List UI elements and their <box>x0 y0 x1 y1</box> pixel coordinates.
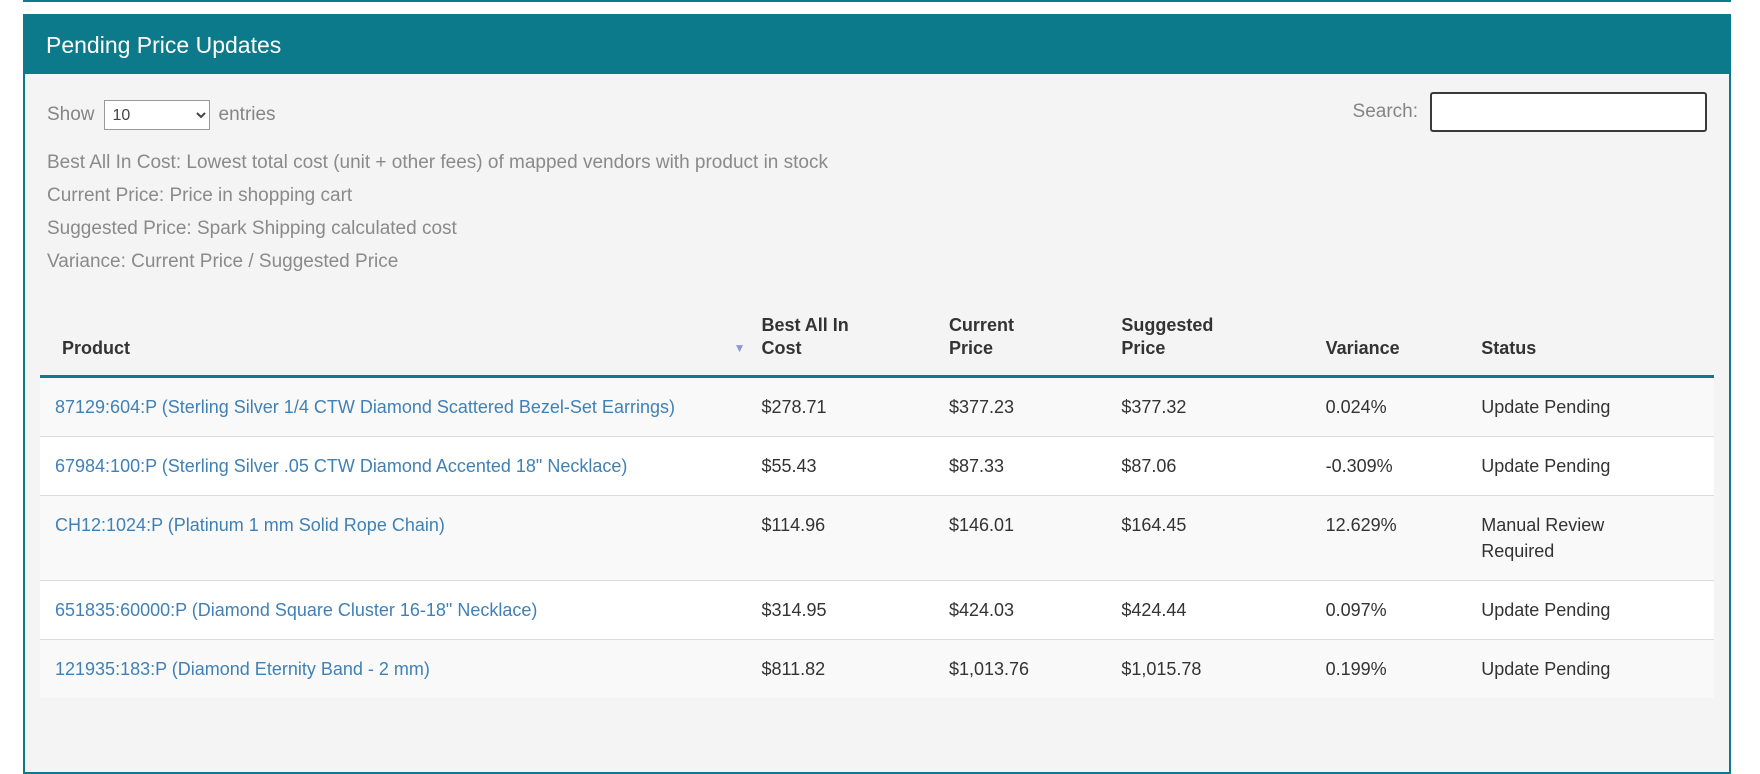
best-all-in-cost-cell: $55.43 <box>761 455 817 476</box>
pending-price-updates-panel: Pending Price Updates Show 10 entries Se… <box>23 14 1731 774</box>
description-current-price: Current Price: Price in shopping cart <box>47 185 353 206</box>
variance-cell: -0.309% <box>1325 455 1393 476</box>
current-price-cell: $377.23 <box>948 396 1015 417</box>
column-header-suggested-price[interactable]: Suggested Price <box>1111 302 1316 378</box>
suggested-price-cell: $87.06 <box>1121 455 1177 476</box>
table-header-row: Product ▼ Best All In Cost Current Price… <box>40 302 1714 378</box>
pending-price-updates-table: Product ▼ Best All In Cost Current Price… <box>40 302 1714 699</box>
variance-cell: 0.097% <box>1325 600 1387 621</box>
best-all-in-cost-cell: $811.82 <box>761 659 826 680</box>
status-cell: Update Pending <box>1481 659 1611 680</box>
current-price-cell: $146.01 <box>948 514 1015 535</box>
search-control: Search: <box>1353 92 1707 132</box>
product-link[interactable]: 67984:100:P (Sterling Silver .05 CTW Dia… <box>55 455 628 476</box>
column-header-variance[interactable]: Variance <box>1315 302 1472 378</box>
product-link[interactable]: CH12:1024:P (Platinum 1 mm Solid Rope Ch… <box>55 514 445 535</box>
description-best-all-in-cost: Best All In Cost: Lowest total cost (uni… <box>47 152 828 173</box>
panel-body: Show 10 entries Search: Best All In Cost… <box>25 74 1729 699</box>
variance-cell: 0.199% <box>1325 659 1387 680</box>
search-input[interactable] <box>1430 92 1707 132</box>
table-row: 121935:183:P (Diamond Eternity Band - 2 … <box>40 639 1714 699</box>
column-header-product-label: Product <box>62 338 131 359</box>
table-row: CH12:1024:P (Platinum 1 mm Solid Rope Ch… <box>40 495 1714 581</box>
status-cell: Update Pending <box>1481 455 1611 476</box>
description-suggested-price: Suggested Price: Spark Shipping calculat… <box>47 218 457 239</box>
variance-cell: 0.024% <box>1325 396 1387 417</box>
column-header-status[interactable]: Status <box>1471 302 1714 378</box>
entries-label: entries <box>218 104 276 125</box>
top-divider <box>23 0 1731 2</box>
variance-cell: 12.629% <box>1325 514 1397 535</box>
table-controls: Show 10 entries Search: <box>47 92 1707 132</box>
search-label: Search: <box>1352 101 1418 122</box>
panel-title: Pending Price Updates <box>25 16 1729 74</box>
suggested-price-cell: $424.44 <box>1121 600 1187 621</box>
best-all-in-cost-cell: $114.96 <box>761 514 826 535</box>
product-link[interactable]: 87129:604:P (Sterling Silver 1/4 CTW Dia… <box>55 396 675 417</box>
show-label: Show <box>47 104 95 125</box>
table-row: 651835:60000:P (Diamond Square Cluster 1… <box>40 580 1714 640</box>
suggested-price-cell: $377.32 <box>1121 396 1187 417</box>
description-variance: Variance: Current Price / Suggested Pric… <box>47 251 399 272</box>
status-cell: Manual Review Required <box>1481 514 1605 562</box>
column-descriptions: Best All In Cost: Lowest total cost (uni… <box>47 146 1707 278</box>
current-price-cell: $87.33 <box>948 455 1004 476</box>
suggested-price-cell: $164.45 <box>1121 514 1187 535</box>
table-row: 67984:100:P (Sterling Silver .05 CTW Dia… <box>40 436 1714 496</box>
table-row: 87129:604:P (Sterling Silver 1/4 CTW Dia… <box>40 376 1714 437</box>
status-cell: Update Pending <box>1481 396 1611 417</box>
current-price-cell: $424.03 <box>948 600 1015 621</box>
column-header-product[interactable]: Product ▼ <box>40 302 752 378</box>
suggested-price-cell: $1,015.78 <box>1121 659 1202 680</box>
entries-length-control: Show 10 entries <box>47 92 276 130</box>
best-all-in-cost-cell: $314.95 <box>761 600 827 621</box>
best-all-in-cost-cell: $278.71 <box>761 396 827 417</box>
page-size-select[interactable]: 10 <box>103 100 210 130</box>
status-cell: Update Pending <box>1481 600 1611 621</box>
column-header-best-all-in-cost[interactable]: Best All In Cost <box>751 302 939 378</box>
column-header-current-price[interactable]: Current Price <box>938 302 1112 378</box>
current-price-cell: $1,013.76 <box>948 659 1030 680</box>
product-link[interactable]: 121935:183:P (Diamond Eternity Band - 2 … <box>55 659 430 680</box>
sort-descending-icon[interactable]: ▼ <box>733 341 746 356</box>
product-link[interactable]: 651835:60000:P (Diamond Square Cluster 1… <box>55 600 538 621</box>
